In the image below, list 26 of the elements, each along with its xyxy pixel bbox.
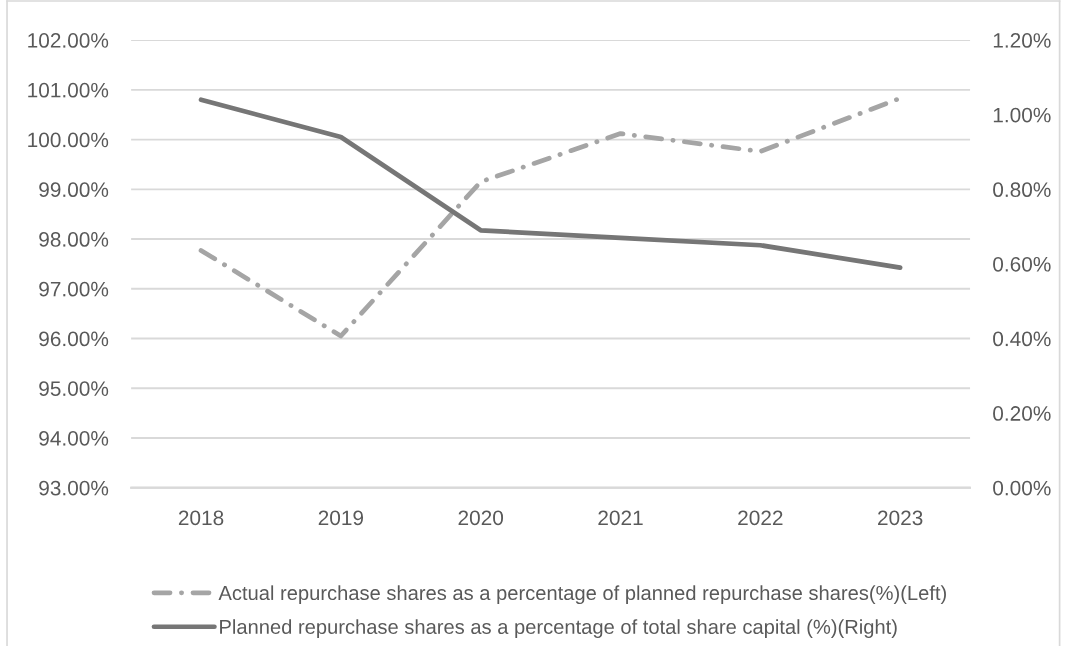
x-tick-label: 2021 bbox=[598, 510, 643, 526]
y2-tick-label: 0.40% bbox=[993, 331, 1051, 347]
y2-tick-label: 1.20% bbox=[993, 33, 1051, 48]
y-tick-label: 101.00% bbox=[28, 82, 109, 98]
y-tick-label: 96.00% bbox=[39, 331, 109, 347]
y-tick-label: 95.00% bbox=[39, 381, 109, 396]
y-tick-label: 94.00% bbox=[39, 430, 109, 446]
x-tick-label: 2018 bbox=[178, 510, 224, 526]
y-tick-label: 102.00% bbox=[28, 33, 109, 48]
y2-tick-label: 1.00% bbox=[993, 107, 1051, 123]
line-series bbox=[198, 97, 903, 270]
y2-tick-label: 0.80% bbox=[993, 182, 1051, 198]
x-tick-label: 2020 bbox=[458, 510, 504, 526]
y-tick-label: 97.00% bbox=[39, 281, 109, 297]
y2-tick-label: 0.00% bbox=[993, 480, 1051, 496]
x-tick-label: 2023 bbox=[878, 510, 923, 526]
y2-tick-label: 0.60% bbox=[993, 256, 1051, 272]
y2-tick-label: 0.20% bbox=[993, 406, 1051, 421]
legend-label: Planned repurchase shares as a percentage of total share capital (%)(Right) bbox=[220, 619, 897, 638]
legend-label: Actual repurchase shares as a percentage of planned repurchase shares(%)(Left) bbox=[218, 585, 946, 605]
y-tick-label: 99.00% bbox=[39, 182, 109, 198]
x-tick-label: 2022 bbox=[738, 510, 783, 526]
y-tick-label: 100.00% bbox=[28, 132, 109, 148]
y-tick-label: 98.00% bbox=[39, 232, 109, 247]
x-tick-label: 2019 bbox=[318, 510, 364, 526]
y-tick-label: 93.00% bbox=[39, 480, 109, 496]
